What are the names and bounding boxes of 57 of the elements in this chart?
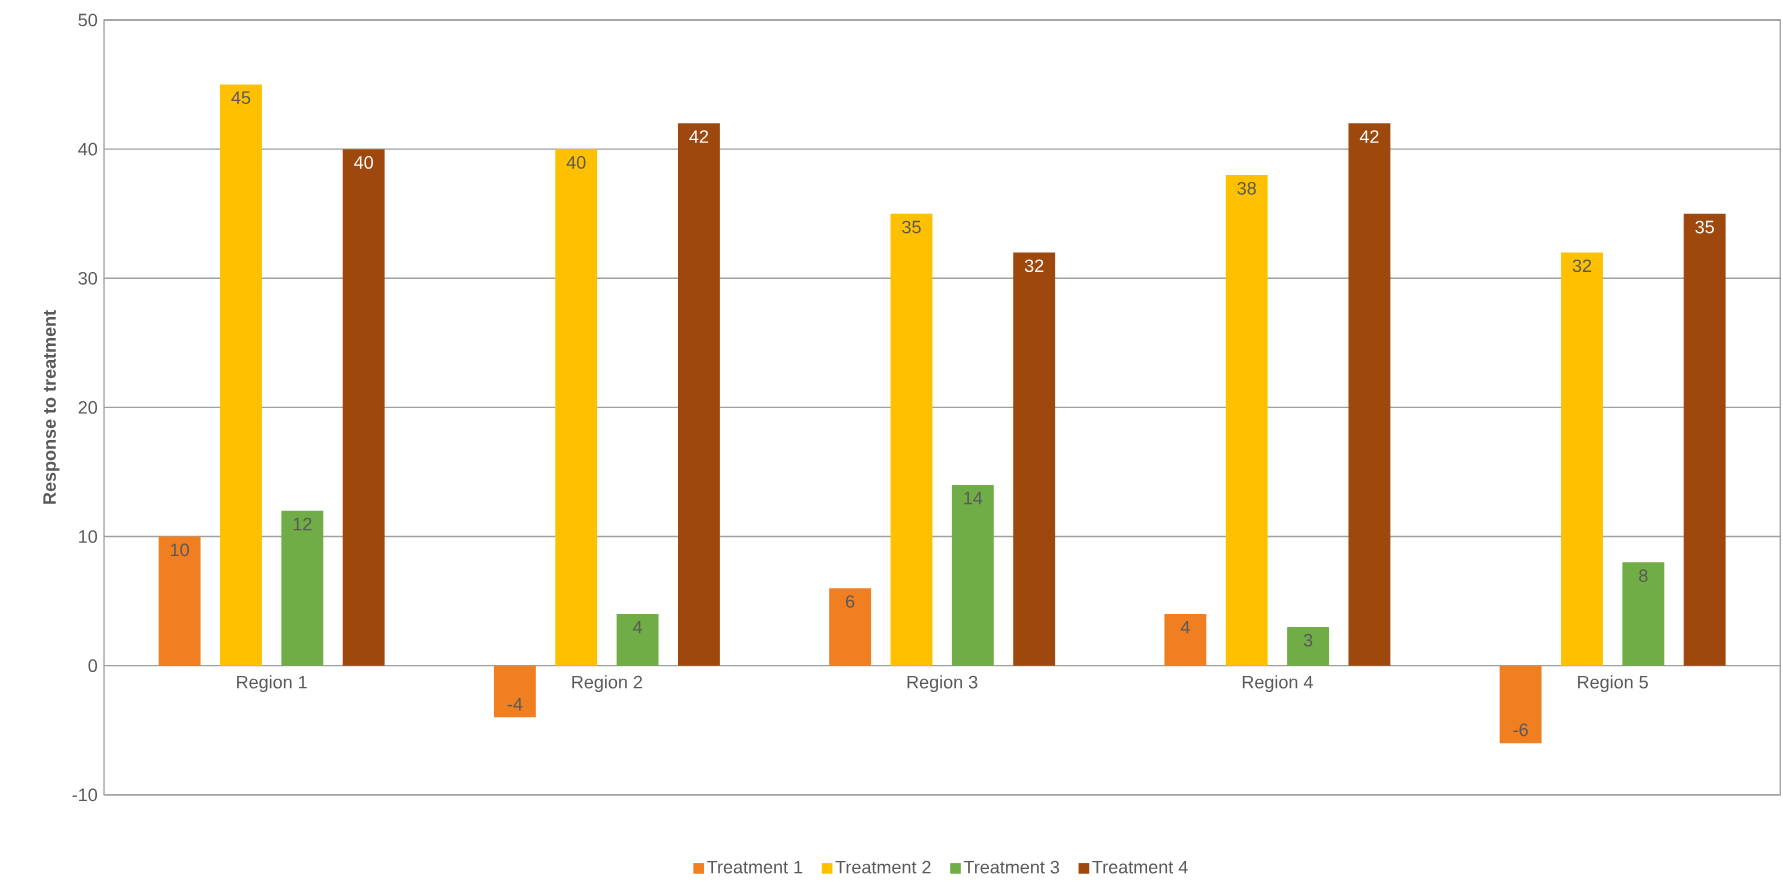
- data-label: 42: [1359, 130, 1379, 143]
- bar: [951, 484, 994, 666]
- x-tick-label: Region 5: [1578, 675, 1648, 692]
- data-label: -4: [507, 697, 523, 711]
- data-label: 40: [354, 155, 373, 169]
- y-axis-title: Response to treatment: [43, 310, 60, 504]
- bar: [1348, 123, 1391, 666]
- bar: [1225, 174, 1268, 666]
- y-tick-label: 10: [79, 530, 98, 543]
- x-tick-label: Region 1: [237, 675, 307, 692]
- legend-label: Treatment 2: [835, 860, 931, 874]
- bar: [1499, 665, 1542, 744]
- bar: [158, 536, 201, 666]
- data-label: 6: [846, 595, 855, 608]
- legend-label: Treatment 4: [1092, 860, 1188, 874]
- bar: [281, 510, 324, 666]
- legend-label: Treatment 3: [963, 860, 1060, 874]
- bar: [1683, 213, 1726, 666]
- data-label: 4: [1180, 620, 1190, 634]
- y-tick-label: 30: [78, 271, 98, 285]
- bar: [1164, 613, 1207, 666]
- data-label: 4: [632, 620, 643, 634]
- data-label: 42: [689, 130, 709, 143]
- y-tick-label: 20: [78, 400, 98, 414]
- data-label: 12: [293, 517, 312, 531]
- bar: [1561, 252, 1603, 666]
- data-label: 14: [964, 491, 983, 505]
- data-label: 45: [231, 91, 251, 104]
- data-label: 35: [1695, 220, 1714, 234]
- bar: [342, 149, 385, 666]
- y-tick-label: 40: [78, 142, 98, 156]
- bar: [1622, 562, 1665, 666]
- bar: [1287, 626, 1330, 666]
- bar: [616, 613, 659, 666]
- data-label: 3: [1303, 633, 1313, 647]
- data-label: 10: [171, 543, 189, 557]
- x-tick-label: Region 2: [572, 675, 643, 692]
- data-label: 8: [1639, 569, 1648, 582]
- data-label: 32: [1572, 259, 1592, 273]
- y-tick-label: 50: [78, 13, 98, 27]
- bar: [1013, 252, 1056, 666]
- bar: [829, 588, 872, 666]
- bar: [493, 665, 536, 718]
- data-label: -6: [1513, 723, 1528, 737]
- y-tick-label: -10: [72, 788, 98, 802]
- y-tick-label: 0: [88, 659, 98, 672]
- data-label: 38: [1237, 181, 1256, 195]
- x-tick-label: Region 4: [1242, 675, 1313, 692]
- bar: [220, 84, 262, 666]
- bar: [677, 123, 720, 666]
- bar: [890, 213, 933, 666]
- bar: [555, 149, 598, 666]
- data-label: 32: [1024, 259, 1044, 273]
- x-tick-label: Region 3: [907, 675, 978, 692]
- legend-label: Treatment 1: [707, 860, 803, 874]
- data-label: 35: [902, 220, 921, 234]
- data-label: 40: [566, 155, 586, 169]
